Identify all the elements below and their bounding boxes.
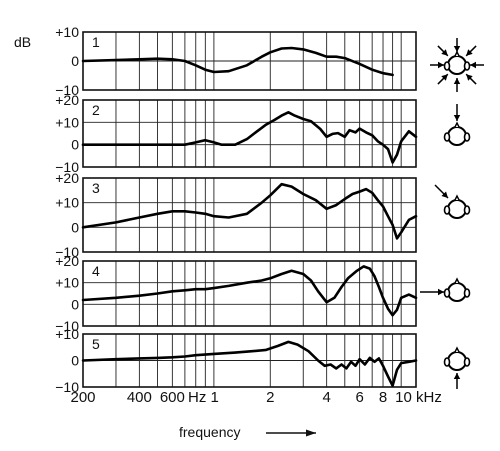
x-tick-label: 10 kHz [395, 389, 442, 406]
left-ear [443, 288, 451, 298]
y-tick-label: −10 [55, 159, 79, 175]
response-curve-5 [81, 340, 418, 388]
x-tick-label: 400 [127, 389, 152, 406]
arrowhead [438, 288, 444, 296]
y-tick-label: 0 [71, 137, 79, 153]
arrowhead [438, 61, 444, 69]
chart-panels: +10 0 −10 1 +20 +10 0 −10 2 +20 +10 0 −10 3 +20 +10 0 −10… [55, 24, 418, 395]
y-tick-label: +10 [55, 326, 79, 342]
arrowhead [441, 74, 448, 81]
arrowhead [453, 46, 461, 52]
response-curve-2 [81, 111, 418, 164]
left-ear [443, 61, 451, 71]
x-axis-label: frequency [179, 424, 240, 440]
x-tick-label: 2 [266, 389, 274, 406]
panel-frame [82, 260, 417, 327]
right-ear [463, 205, 471, 215]
left-ear [443, 132, 451, 142]
right-ear [463, 288, 471, 298]
y-tick-label: +10 [55, 275, 79, 291]
arrowhead [441, 49, 448, 56]
head-circle [447, 199, 467, 219]
nose [454, 194, 460, 201]
response-curve-3 [81, 182, 418, 240]
panel-5: +10 0 −10 5 [55, 326, 418, 395]
head-circle [447, 126, 467, 146]
right-ear [463, 61, 471, 71]
arrowhead [470, 61, 476, 69]
y-tick-label: −10 [55, 82, 79, 98]
panel-number-label: 4 [92, 263, 100, 279]
sound-from-side-icon [420, 277, 471, 302]
x-axis-title: frequency [179, 424, 316, 440]
x-axis-arrow-icon [306, 429, 316, 437]
panel-number-label: 5 [92, 336, 100, 352]
y-tick-label: +10 [55, 24, 79, 40]
x-tick-label: 8 [379, 389, 387, 406]
y-tick-label: 0 [71, 219, 79, 235]
right-ear [463, 357, 471, 367]
head-circle [447, 55, 467, 75]
arrowhead [453, 115, 461, 121]
panel-4: +20 +10 0 −10 4 [55, 253, 418, 334]
panel-3: +20 +10 0 −10 3 [55, 170, 418, 260]
y-tick-label: +20 [55, 253, 79, 269]
panel-2: +20 +10 0 −10 2 [55, 92, 418, 175]
y-axis-unit-label: dB [14, 34, 31, 50]
panel-number-label: 1 [92, 34, 100, 50]
panel-number-label: 3 [92, 180, 100, 196]
head-circle [447, 351, 467, 371]
panel-number-label: 2 [92, 102, 100, 118]
y-tick-label: 0 [71, 53, 79, 69]
left-ear [443, 205, 451, 215]
x-tick-label: 600 [160, 389, 185, 406]
x-tick-label: 4 [322, 389, 330, 406]
y-tick-label: −10 [55, 244, 79, 260]
sound-from-front-icon [443, 104, 471, 146]
x-tick-label: Hz 1 [188, 389, 219, 406]
panel-frame [82, 99, 417, 168]
x-axis: 200 400 600 Hz 1 2 4 6 8 10 kHz [70, 389, 441, 406]
arrowhead [466, 74, 473, 81]
nose [454, 121, 460, 128]
panel-1: +10 0 −10 1 [55, 24, 417, 98]
arrowhead [466, 49, 473, 56]
response-curve-1 [81, 46, 394, 77]
arrowhead [453, 78, 461, 84]
y-tick-label: +10 [55, 114, 79, 130]
y-tick-label: 0 [71, 353, 79, 369]
arrowhead [453, 373, 461, 379]
response-curve-4 [81, 265, 418, 317]
nose [454, 346, 460, 353]
y-tick-label: 0 [71, 296, 79, 312]
y-tick-label: +20 [55, 170, 79, 186]
sound-from-all-directions-icon [430, 38, 484, 92]
nose [454, 277, 460, 284]
direction-icons [420, 38, 484, 389]
right-ear [463, 132, 471, 142]
x-tick-label: 6 [355, 389, 363, 406]
y-tick-label: −10 [55, 379, 79, 395]
head-circle [447, 282, 467, 302]
left-ear [443, 357, 451, 367]
x-tick-label: 200 [70, 389, 95, 406]
nose [454, 50, 460, 57]
y-tick-label: +20 [55, 92, 79, 108]
arrowhead [441, 191, 448, 198]
y-tick-label: −10 [55, 318, 79, 334]
y-tick-label: +10 [55, 195, 79, 211]
sound-from-below-icon [443, 346, 471, 389]
sound-from-front-angle-icon [434, 184, 471, 219]
